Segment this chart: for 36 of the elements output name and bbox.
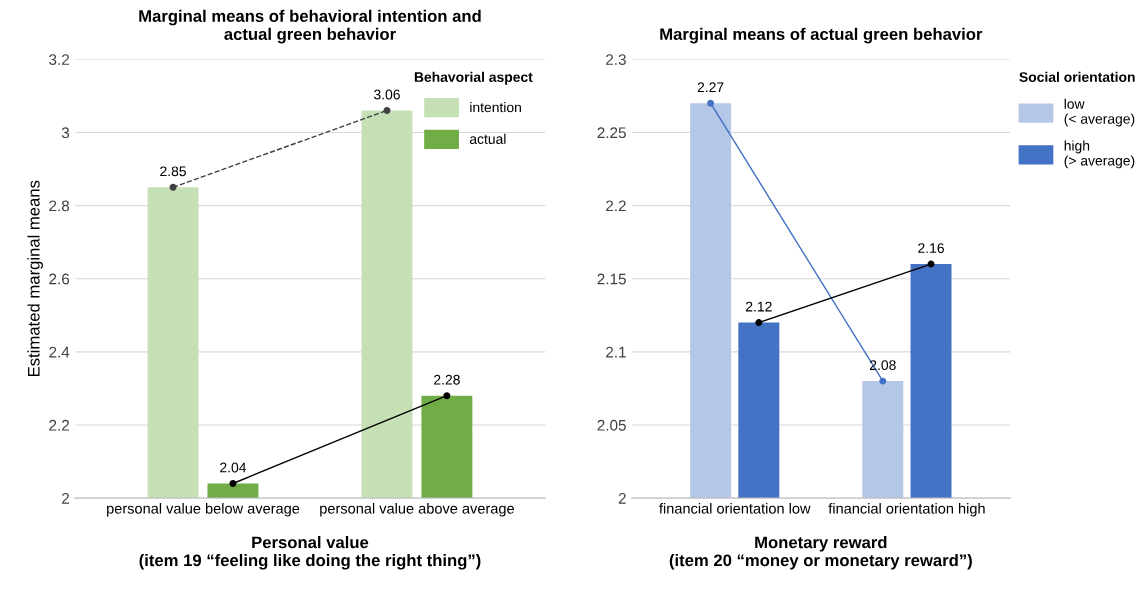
y-tick-label: 2.05 [597, 419, 626, 431]
data-label: 2.12 [746, 301, 772, 312]
legend-label: actual [469, 133, 506, 144]
y-tick-label: 2.2 [606, 200, 626, 212]
y-tick-label: 2.25 [597, 127, 626, 139]
y-tick-label: 2.3 [606, 54, 626, 65]
y-tick-label: 2.8 [49, 200, 70, 212]
legend-label: low (< average) [1064, 98, 1135, 127]
data-label: 2.85 [160, 166, 186, 177]
legend-label: high (> average) [1064, 140, 1135, 169]
x-tick-label: financial orientation high [828, 502, 985, 517]
legend-title: Social orientation [1019, 71, 1135, 82]
x-tick-label: personal value below average [107, 502, 300, 517]
data-label: 2.27 [697, 82, 724, 92]
legend-title: Behavorial aspect [414, 71, 533, 85]
y-tick-label: 2.4 [49, 346, 70, 358]
data-label: 2.16 [918, 243, 944, 253]
x-tick-label: personal value above average [320, 502, 514, 517]
chart-title: Marginal means of behavioral intention and actual green behavior [139, 9, 481, 44]
y-tick-label: 2.1 [606, 346, 626, 358]
y-tick-label: 2.6 [49, 273, 70, 285]
y-tick-label: 2 [62, 492, 69, 504]
y-axis-title: Estimated marginal means [27, 180, 43, 376]
data-label: 2.04 [220, 462, 247, 473]
y-tick-label: 2.15 [597, 273, 626, 285]
data-label: 2.28 [434, 374, 460, 385]
y-tick-label: 2.2 [49, 419, 69, 431]
y-tick-label: 3 [61, 127, 70, 139]
legend-label: intention [470, 102, 521, 113]
y-tick-label: 2 [618, 492, 626, 504]
x-tick-label: financial orientation low [659, 502, 811, 514]
x-axis-title: Monetary reward (item 20 “money or monetary reward”) [669, 536, 972, 570]
chart-title: Marginal means of actual green behavior [660, 27, 983, 44]
x-axis-title: Personal value (item 19 “feeling like doing the right thing”) [139, 536, 481, 570]
y-tick-label: 3.2 [49, 54, 69, 65]
data-label: 3.06 [374, 89, 400, 100]
